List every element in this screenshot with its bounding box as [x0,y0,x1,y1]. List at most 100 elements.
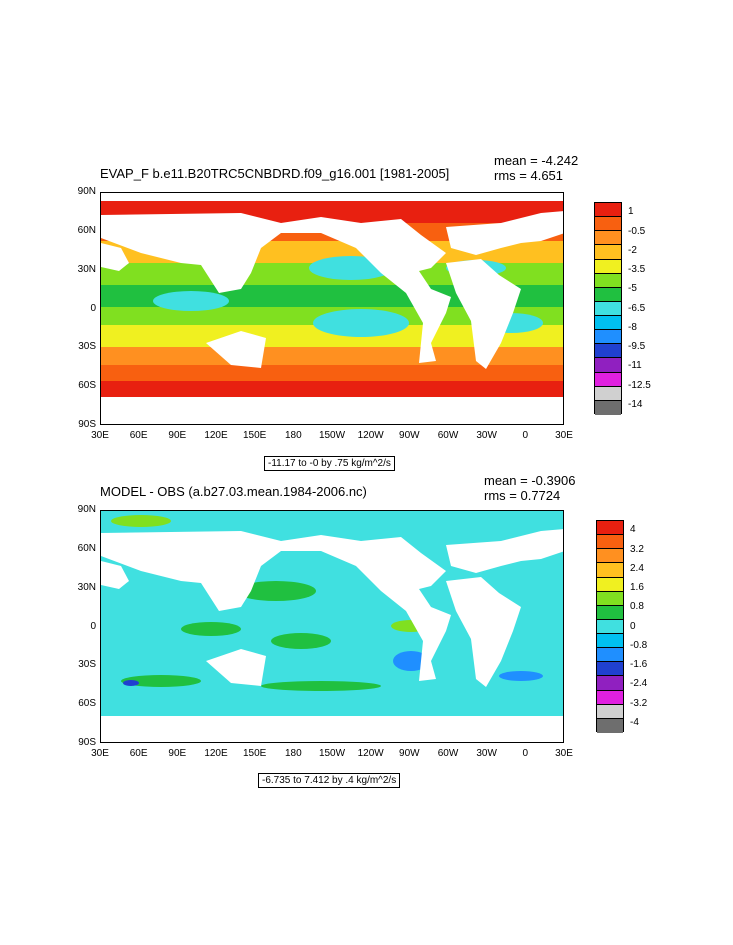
model-obs-panel: MODEL - OBS (a.b27.03.mean.1984-2006.nc)… [0,470,733,790]
lon-label: 60W [437,430,459,441]
legend-label: -14 [628,398,643,410]
evap-panel: EVAP_F b.e11.B20TRC5CNBDRD.f09_g16.001 [… [0,150,733,471]
legend-label: -2.4 [630,678,648,690]
legend-swatch [595,259,621,274]
legend-swatch [597,648,623,663]
lat-label: 60N [77,542,96,554]
legend-label: -5 [628,283,637,295]
lon-label: 90W [399,748,420,759]
legend-swatch [595,372,621,387]
legend-label: -3.5 [628,264,646,276]
legend-swatch [595,344,621,359]
legend-label: -6.5 [628,302,646,314]
lon-label: 60E [129,430,148,441]
legend-swatch [597,563,623,578]
lon-label: 30E [91,748,109,759]
lon-label: 30E [91,430,109,441]
legend-swatch [597,549,623,564]
contour-info: -11.17 to -0 by .75 kg/m^2/s [264,456,395,471]
lon-label: 180 [284,748,302,759]
legend-swatch [595,287,621,302]
legend-label: -3.2 [630,697,648,709]
legend-swatch [595,358,621,373]
legend-label: 1.6 [630,582,644,594]
rms-value: rms = 4.651 [494,168,564,183]
map-plot [100,192,564,425]
legend-swatch [595,301,621,316]
lat-label: 60S [78,380,96,392]
legend-swatch [597,535,623,550]
lon-label: 0 [522,748,529,759]
legend-swatch [595,217,621,232]
legend-swatch [597,662,623,677]
lon-label: 120W [357,430,384,441]
lat-label: 90N [77,504,96,515]
lon-label: 60W [437,748,459,759]
map-canvas [101,193,563,424]
legend-swatch [595,400,621,415]
lon-label: 90E [168,748,187,759]
lat-label: 90N [77,186,96,197]
legend-label: -2 [628,244,637,256]
lon-label: 120E [204,748,228,759]
lat-label: 90S [78,419,96,430]
legend-label: 0.8 [630,601,644,613]
lon-label: 30E [555,748,573,759]
lon-label: 180 [284,430,302,441]
legend-swatch [597,619,623,634]
panel-title: EVAP_F b.e11.B20TRC5CNBDRD.f09_g16.001 [… [100,166,450,181]
legend-swatch [597,521,623,536]
legend-label: -0.8 [630,639,648,651]
mean-value: mean = -0.3906 [484,473,576,488]
lon-label: 30W [476,430,497,441]
map-plot [100,510,564,743]
lon-label: 150E [242,430,267,441]
rms-value: rms = 0.7724 [484,488,561,503]
legend-swatch [595,316,621,331]
lon-label: 30W [476,748,497,759]
legend-label: -8 [628,321,637,333]
legend-label: -0.5 [628,225,646,237]
legend-swatch [597,676,623,691]
legend-label: -11 [628,360,642,372]
lon-label: 150W [318,748,346,759]
legend-swatch [595,245,621,260]
lat-label: 30N [77,581,96,593]
lon-label: 60E [129,748,148,759]
legend-label: 4 [630,524,636,536]
legend-swatch [595,231,621,246]
legend-label: 1 [628,206,634,218]
contour-info: -6.735 to 7.412 by .4 kg/m^2/s [258,773,401,788]
lon-label: 150W [318,430,346,441]
legend-label: 2.4 [630,562,644,574]
legend-swatch [597,704,623,719]
lat-label: 60S [78,698,96,710]
legend-swatch [595,203,621,218]
lon-label: 120W [357,748,384,759]
legend-swatch [597,718,623,733]
legend-label: 0 [630,620,636,632]
mean-value: mean = -4.242 [494,153,579,168]
color-legend [594,202,622,415]
legend-swatch [597,577,623,592]
legend-swatch [597,690,623,705]
legend-swatch [597,634,623,649]
lat-label: 30N [77,263,96,275]
legend-label: -1.6 [630,659,648,671]
map-canvas [101,511,563,742]
lat-label: 0 [90,620,96,632]
legend-label: -12.5 [628,379,651,391]
legend-label: 3.2 [630,543,644,555]
color-legend [596,520,624,733]
legend-label: -4 [630,716,639,728]
lon-label: 120E [204,430,228,441]
lon-label: 90E [168,430,187,441]
legend-swatch [595,330,621,345]
panel-title: MODEL - OBS (a.b27.03.mean.1984-2006.nc) [100,484,367,499]
lon-label: 30E [555,430,573,441]
legend-swatch [595,273,621,288]
legend-label: -9.5 [628,341,646,353]
lat-label: 0 [90,302,96,314]
legend-swatch [597,591,623,606]
legend-swatch [595,386,621,401]
